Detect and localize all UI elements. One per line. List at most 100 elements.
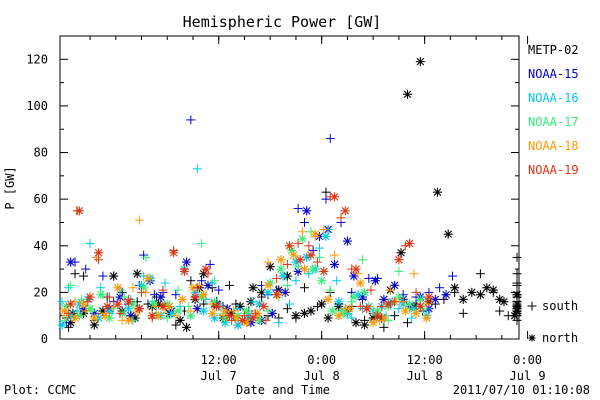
- x-tick-time: 12:00: [201, 353, 237, 367]
- hemisphere-legend-item: north: [528, 331, 578, 345]
- data-point-south: [347, 313, 357, 323]
- data-point-north: [512, 290, 522, 300]
- data-point-north: [345, 304, 355, 314]
- plot-frame: [59, 35, 520, 340]
- y-tick-label: 60: [34, 192, 48, 206]
- series-noaa-18: [59, 215, 432, 328]
- y-tick-label: 80: [34, 146, 48, 160]
- data-point-north: [402, 89, 413, 99]
- data-point-north: [259, 301, 269, 311]
- data-point-south: [134, 215, 144, 225]
- data-point-south: [128, 283, 138, 293]
- data-point-south: [332, 276, 342, 286]
- data-point-north: [329, 259, 340, 269]
- data-point-south: [300, 217, 310, 227]
- data-point-north: [379, 313, 389, 323]
- data-point-south: [81, 264, 91, 274]
- data-point-south: [205, 259, 215, 269]
- data-point-north: [422, 313, 432, 323]
- data-point-south: [512, 269, 522, 279]
- data-point-north: [94, 248, 104, 258]
- x-tick-time: 0:00: [513, 353, 542, 367]
- data-point-south: [209, 276, 219, 286]
- data-point-north: [302, 206, 312, 216]
- data-point-south: [149, 290, 159, 300]
- y-tick-label: 100: [26, 99, 48, 113]
- data-point-south: [315, 252, 325, 262]
- data-point-north: [349, 292, 359, 302]
- data-point-north: [169, 248, 179, 258]
- data-point-north: [329, 192, 340, 202]
- data-point-north: [351, 264, 361, 274]
- data-point-south: [379, 322, 389, 332]
- data-point-south: [336, 213, 346, 223]
- data-point-south: [297, 227, 307, 237]
- data-point-north: [467, 287, 477, 297]
- data-point-north: [400, 306, 410, 316]
- data-point-south: [173, 285, 183, 295]
- data-point-north: [139, 283, 149, 293]
- hemisphere-legend: south north: [527, 299, 578, 345]
- data-point-south: [458, 308, 468, 318]
- data-point-north: [85, 292, 95, 302]
- y-axis: 0 20 40 60 80 100 120: [26, 52, 519, 346]
- data-point-south: [377, 301, 387, 311]
- data-point-north: [179, 266, 189, 276]
- data-point-north: [340, 206, 350, 216]
- data-point-north: [383, 299, 393, 309]
- data-point-south: [282, 259, 292, 269]
- data-point-north: [124, 315, 134, 325]
- data-point-north: [263, 280, 273, 290]
- data-point-north: [396, 248, 406, 258]
- data-point-north: [512, 306, 522, 316]
- data-point-south: [66, 280, 76, 290]
- data-point-south: [186, 306, 196, 316]
- data-point-south: [272, 273, 282, 283]
- data-point-south: [171, 311, 181, 321]
- data-point-north: [147, 311, 157, 321]
- series-noaa-19: [64, 192, 434, 325]
- data-point-south: [263, 306, 273, 316]
- data-point-north: [355, 278, 365, 288]
- data-point-south: [398, 297, 408, 307]
- data-point-south: [171, 320, 181, 330]
- data-point-north: [190, 292, 200, 302]
- data-point-south: [282, 280, 292, 290]
- data-point-north: [334, 311, 344, 321]
- legend-item: NOAA-18: [528, 139, 579, 153]
- data-point-south: [248, 297, 258, 307]
- data-point-north: [291, 311, 301, 321]
- data-point-south: [304, 241, 314, 251]
- data-point-south: [300, 283, 310, 293]
- data-point-north: [186, 311, 196, 321]
- legend-item: NOAA-17: [528, 115, 579, 129]
- y-tick-label: 40: [34, 239, 48, 253]
- data-point-south: [162, 313, 172, 323]
- data-point-south: [64, 308, 74, 318]
- data-point-south: [448, 271, 458, 281]
- data-point-south: [158, 285, 168, 295]
- data-point-south: [282, 304, 292, 314]
- data-point-south: [315, 243, 325, 253]
- data-point-south: [407, 313, 417, 323]
- data-point-north: [70, 313, 80, 323]
- data-point-south: [81, 306, 91, 316]
- data-point-north: [321, 231, 331, 241]
- data-point-south: [98, 271, 108, 281]
- data-point-south: [495, 306, 505, 316]
- data-point-south: [364, 273, 374, 283]
- data-point-north: [113, 299, 123, 309]
- data-point-north: [360, 320, 370, 330]
- y-tick-label: 0: [41, 332, 48, 346]
- data-point-south: [435, 283, 445, 293]
- data-point-south: [160, 278, 170, 288]
- data-point-north: [317, 276, 327, 286]
- data-point-north: [443, 229, 453, 239]
- data-point-south: [394, 266, 404, 276]
- x-tick-date: Jul 9: [510, 369, 546, 383]
- data-point-north: [308, 264, 318, 274]
- y-tick-label: 120: [26, 52, 48, 66]
- hemisphere-legend-label: south: [542, 299, 578, 313]
- data-point-north: [351, 318, 361, 328]
